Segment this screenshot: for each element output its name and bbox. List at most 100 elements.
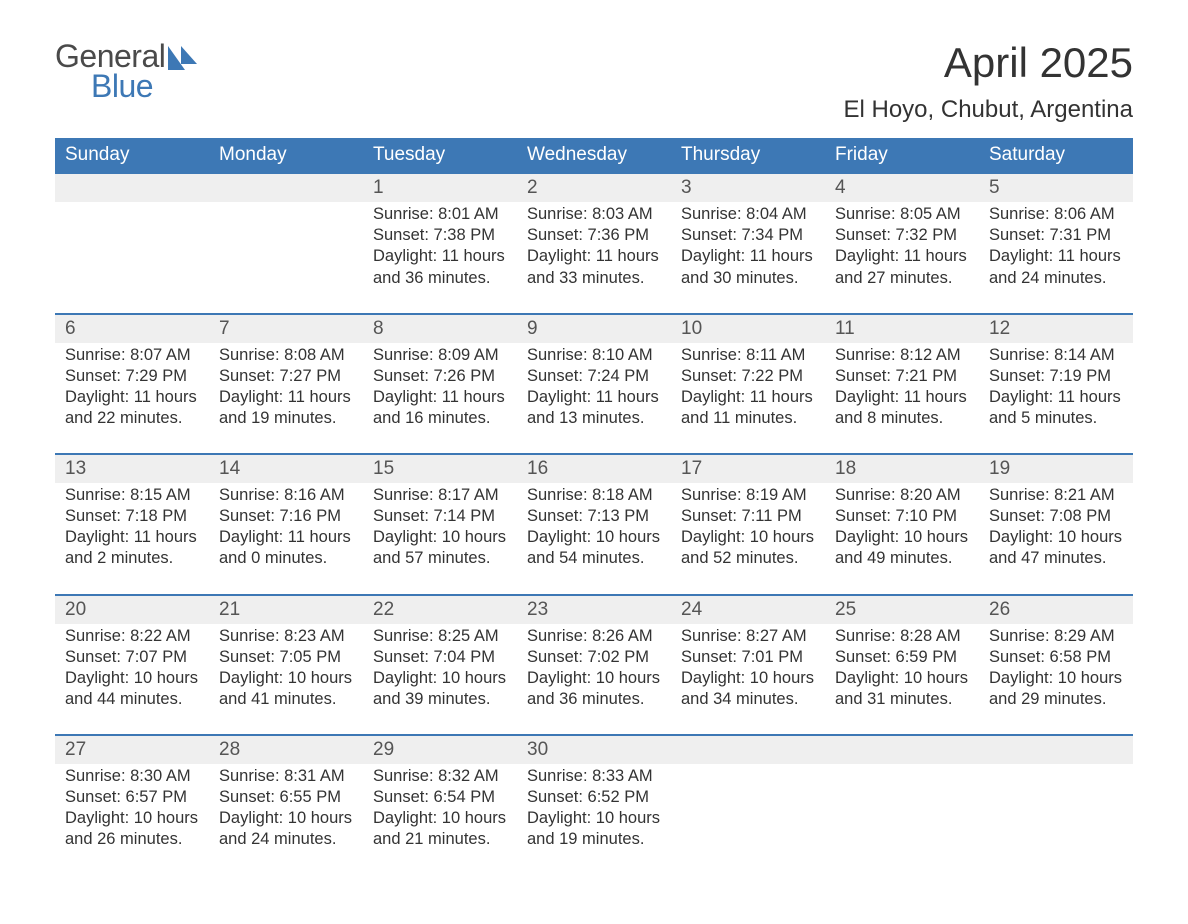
sunset-value: Sunset: 7:26 PM	[373, 366, 507, 387]
daylight-line1: Daylight: 11 hours	[835, 246, 969, 267]
daylight-line1: Daylight: 10 hours	[527, 527, 661, 548]
daylight-line2: and 52 minutes.	[681, 548, 815, 569]
daylight-line1: Daylight: 10 hours	[835, 527, 969, 548]
sunset-value: Sunset: 7:24 PM	[527, 366, 661, 387]
day-header: Saturday	[979, 138, 1133, 174]
day-content-row: Sunrise: 8:01 AMSunset: 7:38 PMDaylight:…	[55, 202, 1133, 312]
day-cell: Sunrise: 8:30 AMSunset: 6:57 PMDaylight:…	[55, 764, 209, 874]
day-number-row: 20212223242526	[55, 596, 1133, 624]
day-header-row: SundayMondayTuesdayWednesdayThursdayFrid…	[55, 138, 1133, 174]
day-cell: Sunrise: 8:27 AMSunset: 7:01 PMDaylight:…	[671, 624, 825, 734]
calendar-week: 13141516171819Sunrise: 8:15 AMSunset: 7:…	[55, 453, 1133, 593]
sunset-value: Sunset: 7:22 PM	[681, 366, 815, 387]
sunrise-value: Sunrise: 8:05 AM	[835, 204, 969, 225]
sunrise-value: Sunrise: 8:08 AM	[219, 345, 353, 366]
daylight-line1: Daylight: 11 hours	[527, 246, 661, 267]
sunrise-value: Sunrise: 8:20 AM	[835, 485, 969, 506]
sunset-value: Sunset: 7:02 PM	[527, 647, 661, 668]
day-cell: Sunrise: 8:19 AMSunset: 7:11 PMDaylight:…	[671, 483, 825, 593]
daylight-line2: and 19 minutes.	[527, 829, 661, 850]
sunrise-value: Sunrise: 8:19 AM	[681, 485, 815, 506]
daylight-line2: and 21 minutes.	[373, 829, 507, 850]
daylight-line1: Daylight: 10 hours	[835, 668, 969, 689]
sunset-value: Sunset: 6:58 PM	[989, 647, 1123, 668]
daylight-line1: Daylight: 10 hours	[527, 668, 661, 689]
daylight-line2: and 34 minutes.	[681, 689, 815, 710]
sunset-value: Sunset: 7:16 PM	[219, 506, 353, 527]
daylight-line1: Daylight: 11 hours	[373, 246, 507, 267]
daylight-line1: Daylight: 10 hours	[373, 808, 507, 829]
daylight-line1: Daylight: 10 hours	[219, 668, 353, 689]
day-number: 18	[825, 455, 979, 483]
day-cell: Sunrise: 8:31 AMSunset: 6:55 PMDaylight:…	[209, 764, 363, 874]
daylight-line2: and 11 minutes.	[681, 408, 815, 429]
location-label: El Hoyo, Chubut, Argentina	[843, 96, 1133, 124]
daylight-line2: and 8 minutes.	[835, 408, 969, 429]
day-cell: Sunrise: 8:32 AMSunset: 6:54 PMDaylight:…	[363, 764, 517, 874]
daylight-line2: and 36 minutes.	[373, 268, 507, 289]
daylight-line2: and 31 minutes.	[835, 689, 969, 710]
daylight-line2: and 57 minutes.	[373, 548, 507, 569]
calendar-week: 20212223242526Sunrise: 8:22 AMSunset: 7:…	[55, 594, 1133, 734]
daylight-line1: Daylight: 11 hours	[65, 527, 199, 548]
daylight-line1: Daylight: 10 hours	[65, 808, 199, 829]
sunrise-value: Sunrise: 8:16 AM	[219, 485, 353, 506]
day-cell	[979, 764, 1133, 874]
daylight-line2: and 33 minutes.	[527, 268, 661, 289]
day-cell: Sunrise: 8:17 AMSunset: 7:14 PMDaylight:…	[363, 483, 517, 593]
sunset-value: Sunset: 7:10 PM	[835, 506, 969, 527]
sunrise-value: Sunrise: 8:03 AM	[527, 204, 661, 225]
day-number: 11	[825, 315, 979, 343]
daylight-line2: and 39 minutes.	[373, 689, 507, 710]
sunrise-value: Sunrise: 8:25 AM	[373, 626, 507, 647]
day-number: 23	[517, 596, 671, 624]
day-content-row: Sunrise: 8:15 AMSunset: 7:18 PMDaylight:…	[55, 483, 1133, 593]
daylight-line1: Daylight: 11 hours	[989, 387, 1123, 408]
day-header: Thursday	[671, 138, 825, 174]
day-number-row: 6789101112	[55, 315, 1133, 343]
sunset-value: Sunset: 6:54 PM	[373, 787, 507, 808]
day-number: 3	[671, 174, 825, 202]
day-number: 27	[55, 736, 209, 764]
sunrise-value: Sunrise: 8:06 AM	[989, 204, 1123, 225]
sunrise-value: Sunrise: 8:32 AM	[373, 766, 507, 787]
month-title: April 2025	[843, 40, 1133, 86]
sunset-value: Sunset: 7:14 PM	[373, 506, 507, 527]
calendar-week: 27282930Sunrise: 8:30 AMSunset: 6:57 PMD…	[55, 734, 1133, 874]
sunset-value: Sunset: 7:01 PM	[681, 647, 815, 668]
day-number: 28	[209, 736, 363, 764]
day-cell: Sunrise: 8:16 AMSunset: 7:16 PMDaylight:…	[209, 483, 363, 593]
day-number: 15	[363, 455, 517, 483]
brand-logo: General Blue	[55, 40, 201, 102]
day-cell: Sunrise: 8:23 AMSunset: 7:05 PMDaylight:…	[209, 624, 363, 734]
day-number: 7	[209, 315, 363, 343]
sunrise-value: Sunrise: 8:27 AM	[681, 626, 815, 647]
day-number: 29	[363, 736, 517, 764]
daylight-line1: Daylight: 11 hours	[835, 387, 969, 408]
calendar-page: General Blue April 2025 El Hoyo, Chubut,…	[0, 0, 1188, 924]
day-cell: Sunrise: 8:26 AMSunset: 7:02 PMDaylight:…	[517, 624, 671, 734]
day-number: 25	[825, 596, 979, 624]
sunset-value: Sunset: 7:18 PM	[65, 506, 199, 527]
daylight-line2: and 54 minutes.	[527, 548, 661, 569]
sunrise-value: Sunrise: 8:33 AM	[527, 766, 661, 787]
day-cell: Sunrise: 8:09 AMSunset: 7:26 PMDaylight:…	[363, 343, 517, 453]
day-cell: Sunrise: 8:33 AMSunset: 6:52 PMDaylight:…	[517, 764, 671, 874]
daylight-line1: Daylight: 11 hours	[527, 387, 661, 408]
sunrise-value: Sunrise: 8:26 AM	[527, 626, 661, 647]
sunset-value: Sunset: 7:11 PM	[681, 506, 815, 527]
day-number: 12	[979, 315, 1133, 343]
daylight-line1: Daylight: 10 hours	[373, 527, 507, 548]
sunrise-value: Sunrise: 8:07 AM	[65, 345, 199, 366]
day-header: Monday	[209, 138, 363, 174]
day-number	[825, 736, 979, 764]
daylight-line1: Daylight: 10 hours	[681, 527, 815, 548]
sunrise-value: Sunrise: 8:21 AM	[989, 485, 1123, 506]
day-cell: Sunrise: 8:03 AMSunset: 7:36 PMDaylight:…	[517, 202, 671, 312]
sunset-value: Sunset: 7:19 PM	[989, 366, 1123, 387]
day-number: 17	[671, 455, 825, 483]
sunrise-value: Sunrise: 8:29 AM	[989, 626, 1123, 647]
daylight-line1: Daylight: 10 hours	[989, 527, 1123, 548]
sunset-value: Sunset: 7:04 PM	[373, 647, 507, 668]
daylight-line2: and 44 minutes.	[65, 689, 199, 710]
